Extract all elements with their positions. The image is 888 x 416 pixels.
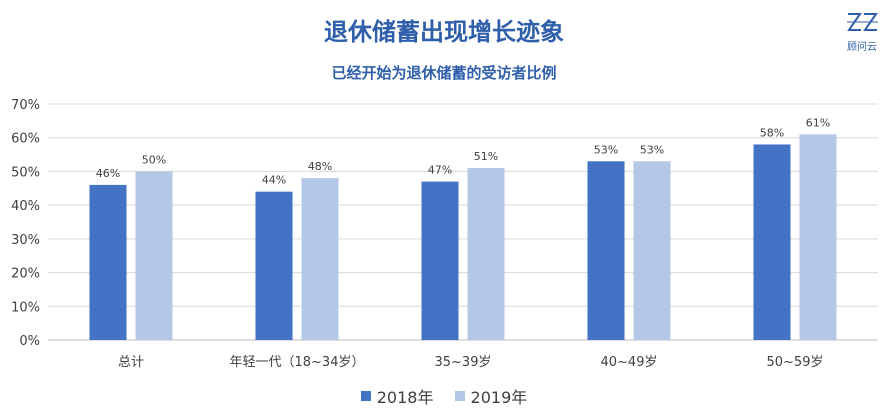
bar-2018年-0 (89, 184, 127, 340)
bar-2019年-3 (633, 161, 671, 340)
data-label: 58% (760, 126, 784, 139)
bar-2018年-1 (255, 191, 293, 340)
bar-2019年-0 (135, 171, 173, 340)
data-label: 47% (428, 164, 452, 177)
logo: 顾问云 (842, 8, 882, 54)
legend-swatch-2018 (360, 391, 371, 401)
bar-2019年-2 (467, 168, 505, 340)
data-label: 53% (594, 143, 618, 156)
y-tick-label: 30% (11, 233, 40, 248)
y-tick-label: 60% (11, 132, 40, 147)
y-tick-label: 50% (11, 165, 40, 180)
legend-label-2019: 2019年 (470, 388, 528, 407)
legend-swatch-2019 (454, 391, 465, 401)
data-label: 61% (806, 116, 830, 129)
bar-2018年-2 (421, 181, 459, 340)
zs-logo-icon (847, 13, 878, 31)
data-label: 46% (96, 167, 120, 180)
bar-2019年-1 (301, 178, 339, 340)
data-label: 50% (142, 153, 166, 166)
legend-item-2019: 2019年 (454, 384, 528, 408)
bar-2018年-4 (753, 144, 791, 340)
x-tick-label: 年轻一代（18~34岁） (230, 355, 365, 370)
data-label: 53% (640, 143, 664, 156)
y-tick-label: 20% (11, 267, 40, 282)
data-label: 51% (474, 150, 498, 163)
legend: 2018年 2019年 (0, 384, 888, 408)
logo-text: 顾问云 (847, 42, 877, 53)
chart-title: 退休储蓄出现增长迹象 (324, 18, 564, 46)
legend-label-2018: 2018年 (376, 388, 434, 407)
data-label: 44% (262, 174, 286, 187)
legend-item-2018: 2018年 (360, 384, 434, 408)
x-tick-label: 35~39岁 (435, 355, 492, 370)
bar-2018年-3 (587, 161, 625, 340)
y-tick-label: 10% (11, 300, 40, 315)
data-label: 48% (308, 160, 332, 173)
y-tick-label: 40% (11, 199, 40, 214)
x-tick-label: 50~59岁 (767, 355, 824, 370)
x-tick-label: 40~49岁 (601, 355, 658, 370)
chart-subtitle: 已经开始为退休储蓄的受访者比例 (331, 64, 557, 82)
y-tick-label: 70% (11, 98, 40, 113)
y-tick-label: 0% (19, 334, 40, 349)
bar-2019年-4 (799, 134, 837, 340)
x-tick-label: 总计 (118, 355, 144, 370)
